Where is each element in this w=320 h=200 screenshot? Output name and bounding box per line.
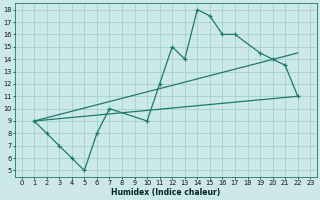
X-axis label: Humidex (Indice chaleur): Humidex (Indice chaleur)	[111, 188, 220, 197]
